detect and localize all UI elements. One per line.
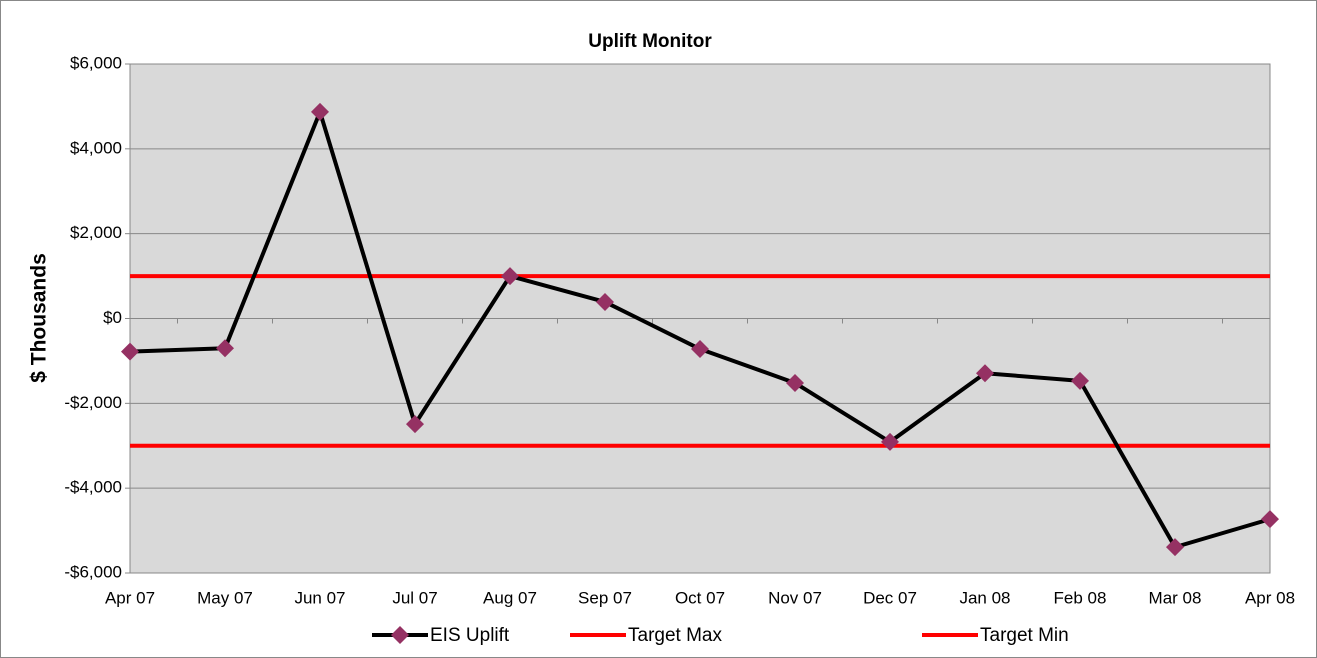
x-tick-label: Feb 08 (1054, 588, 1107, 607)
legend-marker (391, 626, 409, 644)
x-tick-label: Apr 08 (1245, 588, 1295, 607)
x-tick-label: Jan 08 (959, 588, 1010, 607)
x-tick-label: Dec 07 (863, 588, 917, 607)
y-tick-label: -$2,000 (64, 393, 122, 412)
marker (1261, 510, 1279, 529)
marker (121, 342, 139, 361)
y-tick-label: -$4,000 (64, 478, 122, 497)
x-tick-label: Apr 07 (105, 588, 155, 607)
x-tick-label: Jul 07 (392, 588, 437, 607)
legend-label: Target Max (628, 625, 722, 646)
y-axis-label: $ Thousands (28, 253, 51, 383)
marker (881, 432, 899, 451)
x-tick-label: Aug 07 (483, 588, 537, 607)
y-tick-label: $2,000 (70, 223, 122, 242)
x-tick-label: Oct 07 (675, 588, 725, 607)
x-tick-label: Mar 08 (1149, 588, 1202, 607)
marker (1071, 371, 1089, 390)
marker (786, 373, 804, 392)
x-tick-label: Jun 07 (294, 588, 345, 607)
chart-title: Uplift Monitor (588, 31, 712, 52)
x-tick-label: Sep 07 (578, 588, 632, 607)
legend-label: Target Min (980, 625, 1069, 646)
y-tick-label: $6,000 (70, 53, 122, 72)
marker (406, 415, 424, 434)
y-tick-label: $0 (103, 308, 122, 327)
y-tick-label: $4,000 (70, 138, 122, 157)
marker (691, 340, 709, 359)
y-tick-label: -$6,000 (64, 562, 122, 581)
legend-label: EIS Uplift (430, 625, 510, 646)
marker (501, 267, 519, 286)
marker (216, 339, 234, 358)
marker (311, 102, 329, 121)
x-tick-label: Nov 07 (768, 588, 822, 607)
marker (976, 364, 994, 383)
x-tick-label: May 07 (197, 588, 253, 607)
marker (596, 292, 614, 311)
marker (1166, 538, 1184, 557)
